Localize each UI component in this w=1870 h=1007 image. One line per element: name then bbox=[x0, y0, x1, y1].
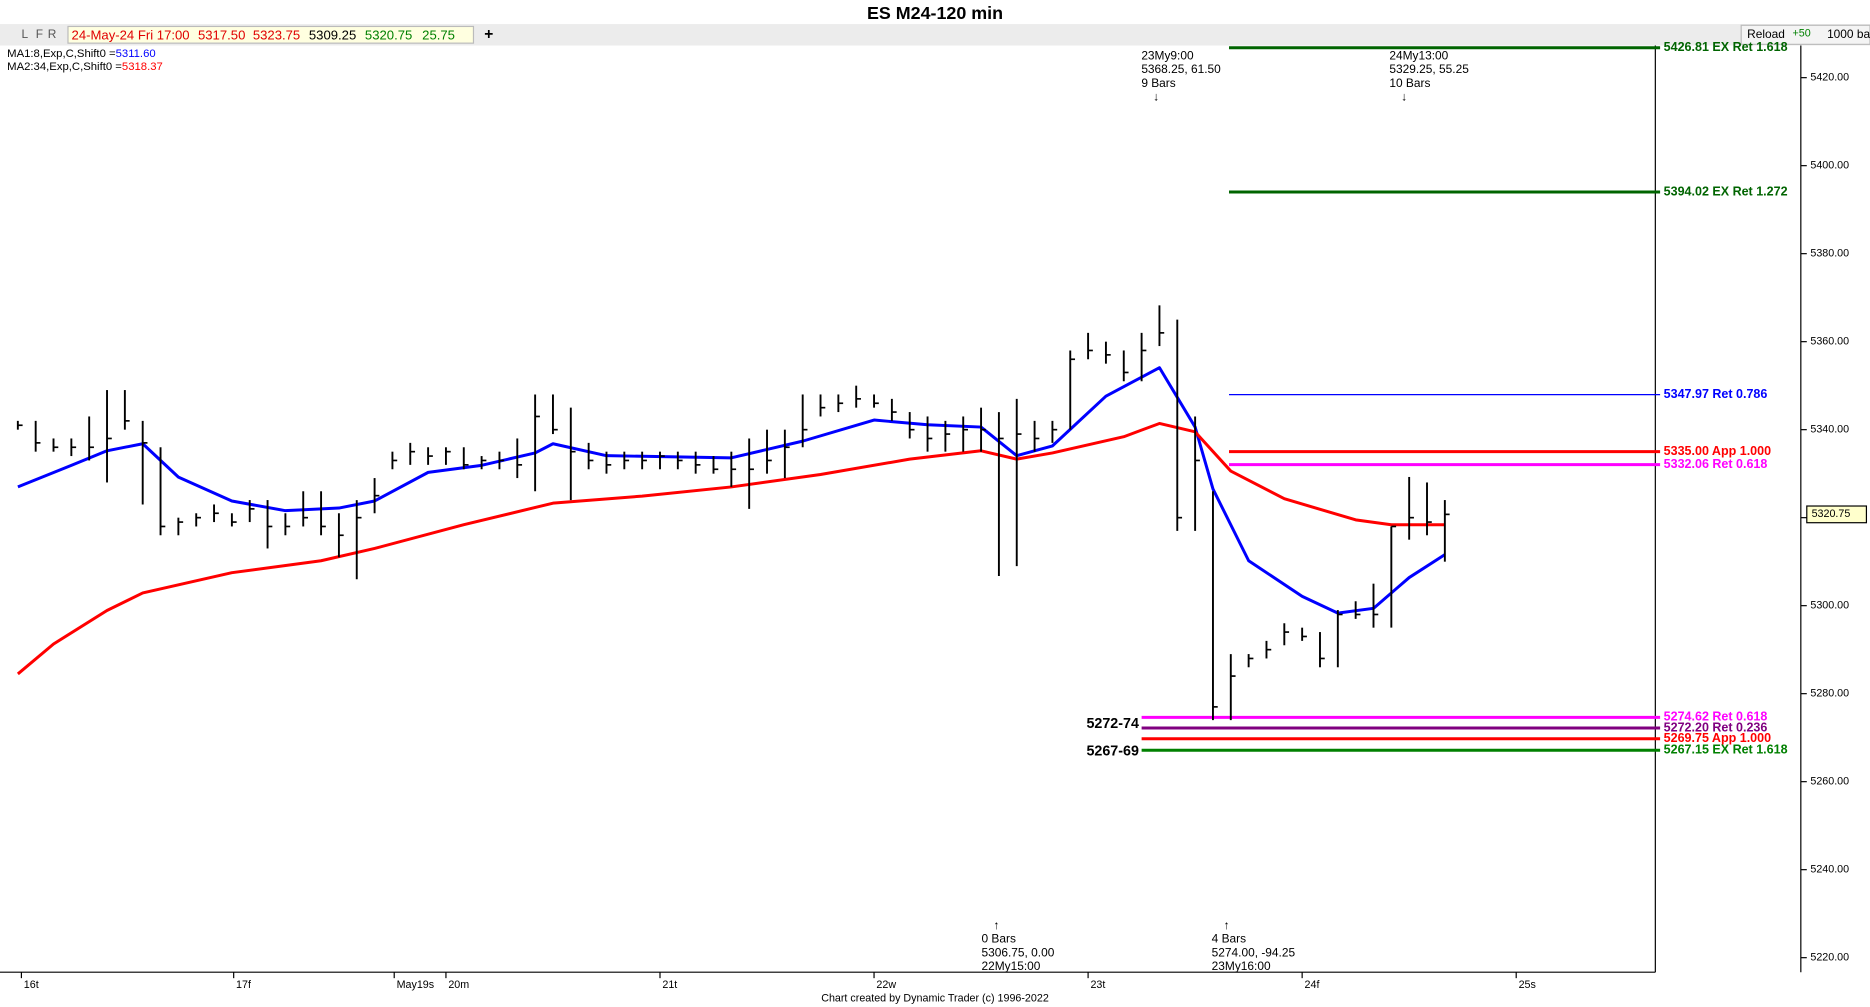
y-tick-label: 5220.00 bbox=[1810, 952, 1849, 964]
y-tick-label: 5300.00 bbox=[1810, 599, 1849, 611]
annotation: 5306.75, 0.00 bbox=[982, 945, 1055, 959]
x-tick-label: 24f bbox=[1305, 979, 1320, 991]
level-label: 5335.00 App 1.000 bbox=[1664, 444, 1771, 458]
y-tick-label: 5400.00 bbox=[1810, 159, 1849, 171]
add-button[interactable]: + bbox=[484, 26, 493, 43]
x-tick-label: 23t bbox=[1090, 979, 1105, 991]
toolbar-button[interactable]: L bbox=[21, 27, 28, 41]
toolbar-button[interactable]: R bbox=[48, 27, 57, 41]
x-tick-label: 20m bbox=[448, 979, 469, 991]
annotation: ↓ bbox=[1401, 90, 1407, 104]
annotation: 4 Bars bbox=[1212, 932, 1246, 946]
annotation: 0 Bars bbox=[982, 932, 1016, 946]
quote-change: 25.75 bbox=[422, 27, 455, 42]
chart-title: ES M24-120 min bbox=[867, 3, 1003, 23]
y-tick-label: 5360.00 bbox=[1810, 335, 1849, 347]
x-tick-label: 17f bbox=[236, 979, 251, 991]
quote-open: 5317.50 bbox=[198, 27, 245, 42]
annotation: ↓ bbox=[1153, 90, 1159, 104]
annotation: 9 Bars bbox=[1141, 76, 1175, 90]
legend-value: 5311.60 bbox=[116, 48, 156, 60]
level-label: 5272.20 Ret 0.236 bbox=[1664, 720, 1768, 734]
annotation: ↑ bbox=[993, 918, 999, 932]
quote-box bbox=[67, 25, 475, 44]
bar-count[interactable]: 1000 bar bbox=[1827, 27, 1870, 41]
level-label: 5394.02 EX Ret 1.272 bbox=[1664, 184, 1788, 198]
annotation: 22My15:00 bbox=[982, 959, 1041, 973]
y-tick-label: 5340.00 bbox=[1810, 423, 1849, 435]
legend-entry: MA2:34,Exp,C,Shift0 =5318.37 bbox=[7, 61, 163, 73]
level-label: 5269.75 App 1.000 bbox=[1664, 731, 1771, 745]
level-label: 5274.62 Ret 0.618 bbox=[1664, 710, 1768, 724]
annotation: 23My16:00 bbox=[1212, 959, 1271, 973]
last-price-label: 5320.75 bbox=[1812, 508, 1851, 520]
x-tick-label: 21t bbox=[662, 979, 677, 991]
quote-datetime: 24-May-24 Fri 17:00 bbox=[72, 27, 190, 42]
y-tick-label: 5240.00 bbox=[1810, 863, 1849, 875]
annotation: ↑ bbox=[1224, 918, 1230, 932]
legend-value: 5318.37 bbox=[122, 61, 163, 73]
level-label: 5332.06 Ret 0.618 bbox=[1664, 457, 1768, 471]
x-tick-label: 25s bbox=[1519, 979, 1536, 991]
zone-label: 5272-74 bbox=[1086, 716, 1139, 732]
zone-label: 5267-69 bbox=[1086, 743, 1139, 759]
y-tick-label: 5420.00 bbox=[1810, 71, 1849, 83]
x-tick-label: May19s bbox=[397, 979, 435, 991]
level-label: 5426.81 EX Ret 1.618 bbox=[1664, 40, 1788, 54]
annotation: 5368.25, 61.50 bbox=[1141, 62, 1221, 76]
quote-high: 5323.75 bbox=[253, 27, 300, 42]
last-price-box bbox=[1806, 505, 1868, 524]
y-tick-label: 5260.00 bbox=[1810, 775, 1849, 787]
annotation: 10 Bars bbox=[1389, 76, 1430, 90]
y-tick-label: 5380.00 bbox=[1810, 247, 1849, 259]
quote-close: 5320.75 bbox=[365, 27, 412, 42]
level-label: 5347.97 Ret 0.786 bbox=[1664, 387, 1768, 401]
annotation: 5329.25, 55.25 bbox=[1389, 62, 1469, 76]
legend-name: MA1:8,Exp,C,Shift0 = bbox=[7, 48, 116, 60]
reload-panel bbox=[1740, 24, 1870, 45]
footer: Chart created by Dynamic Trader (c) 1996… bbox=[821, 992, 1049, 1004]
y-tick-label: 5280.00 bbox=[1810, 687, 1849, 699]
plus-bars[interactable]: +50 bbox=[1792, 27, 1810, 39]
legend-entry: MA1:8,Exp,C,Shift0 =5311.60 bbox=[7, 48, 156, 60]
x-tick-label: 16t bbox=[24, 979, 39, 991]
reload-button[interactable]: Reload bbox=[1747, 27, 1785, 41]
x-tick-label: 22w bbox=[876, 979, 896, 991]
annotation: 5274.00, -94.25 bbox=[1212, 945, 1296, 959]
annotation: 23My9:00 bbox=[1141, 48, 1194, 62]
moving-average bbox=[16, 421, 1445, 676]
annotation: 24My13:00 bbox=[1389, 48, 1448, 62]
toolbar-button[interactable]: F bbox=[36, 27, 43, 41]
level-label: 5267.15 EX Ret 1.618 bbox=[1664, 743, 1788, 757]
quote-low: 5309.25 bbox=[309, 27, 356, 42]
legend-name: MA2:34,Exp,C,Shift0 = bbox=[7, 61, 122, 73]
